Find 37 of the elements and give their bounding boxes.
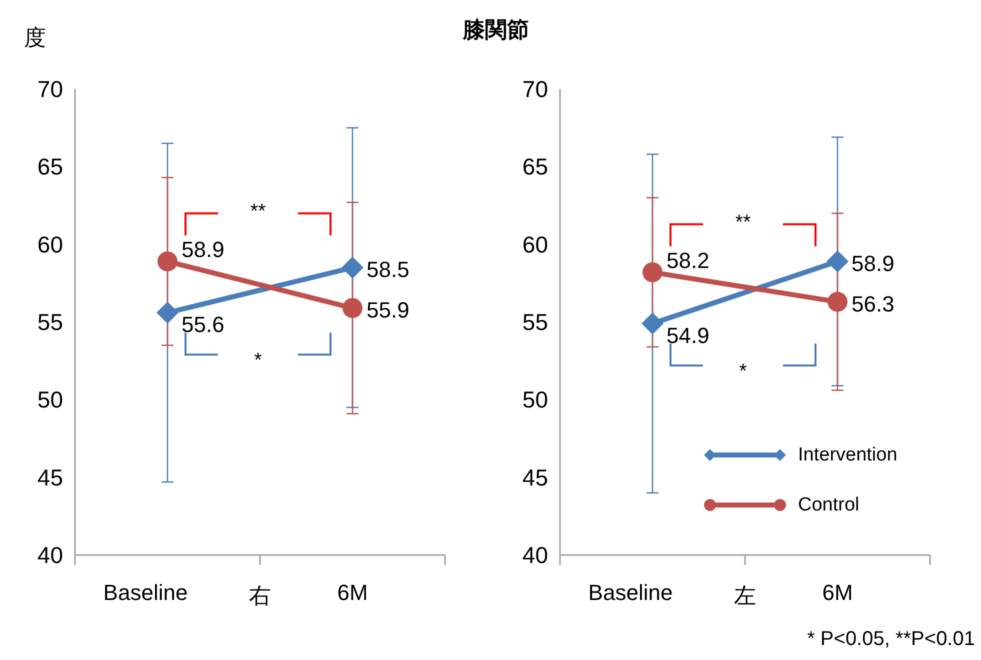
- annotation: **: [250, 200, 266, 222]
- y-tick-label: 60: [522, 231, 548, 258]
- y-tick-label: 70: [37, 76, 63, 102]
- y-tick-label: 55: [37, 309, 63, 335]
- y-tick-label: 60: [37, 231, 63, 258]
- text: * P<0.05, **P<0.01: [807, 628, 975, 650]
- data-label: 55.9: [366, 298, 410, 323]
- data-label: 54.9: [666, 323, 710, 348]
- y-tick-label: 40: [522, 542, 548, 568]
- y-axis-title: 度: [24, 25, 46, 50]
- x-axis-title: 左: [734, 583, 756, 608]
- x-tick-label: Baseline: [103, 580, 188, 605]
- y-tick-label: 40: [37, 542, 63, 568]
- chart-title: 膝関節: [462, 17, 529, 42]
- data-label: 58.5: [366, 257, 410, 282]
- y-tick-label: 45: [37, 464, 63, 490]
- annotation: **: [735, 211, 751, 234]
- annotation: *: [739, 360, 748, 383]
- x-tick-label: 6M: [337, 580, 368, 605]
- x-axis-title: 右: [249, 583, 271, 608]
- y-tick-label: 65: [522, 154, 548, 180]
- y-tick-label: 55: [522, 309, 548, 335]
- data-label: 56.3: [852, 291, 894, 316]
- legend-label: Control: [798, 494, 860, 516]
- y-tick-label: 50: [37, 386, 63, 413]
- data-label: 58.2: [666, 248, 710, 273]
- y-tick-label: 70: [522, 76, 548, 102]
- y-tick-label: 50: [522, 386, 548, 413]
- x-tick-label: 6M: [822, 580, 853, 605]
- data-label: 58.9: [182, 236, 224, 262]
- legend-label: Intervention: [798, 444, 898, 466]
- y-tick-label: 45: [522, 464, 548, 490]
- data-label: 55.6: [182, 312, 224, 338]
- annotation: *: [254, 350, 262, 372]
- y-tick-label: 65: [37, 154, 63, 180]
- data-label: 58.9: [852, 250, 894, 276]
- x-tick-label: Baseline: [588, 580, 673, 605]
